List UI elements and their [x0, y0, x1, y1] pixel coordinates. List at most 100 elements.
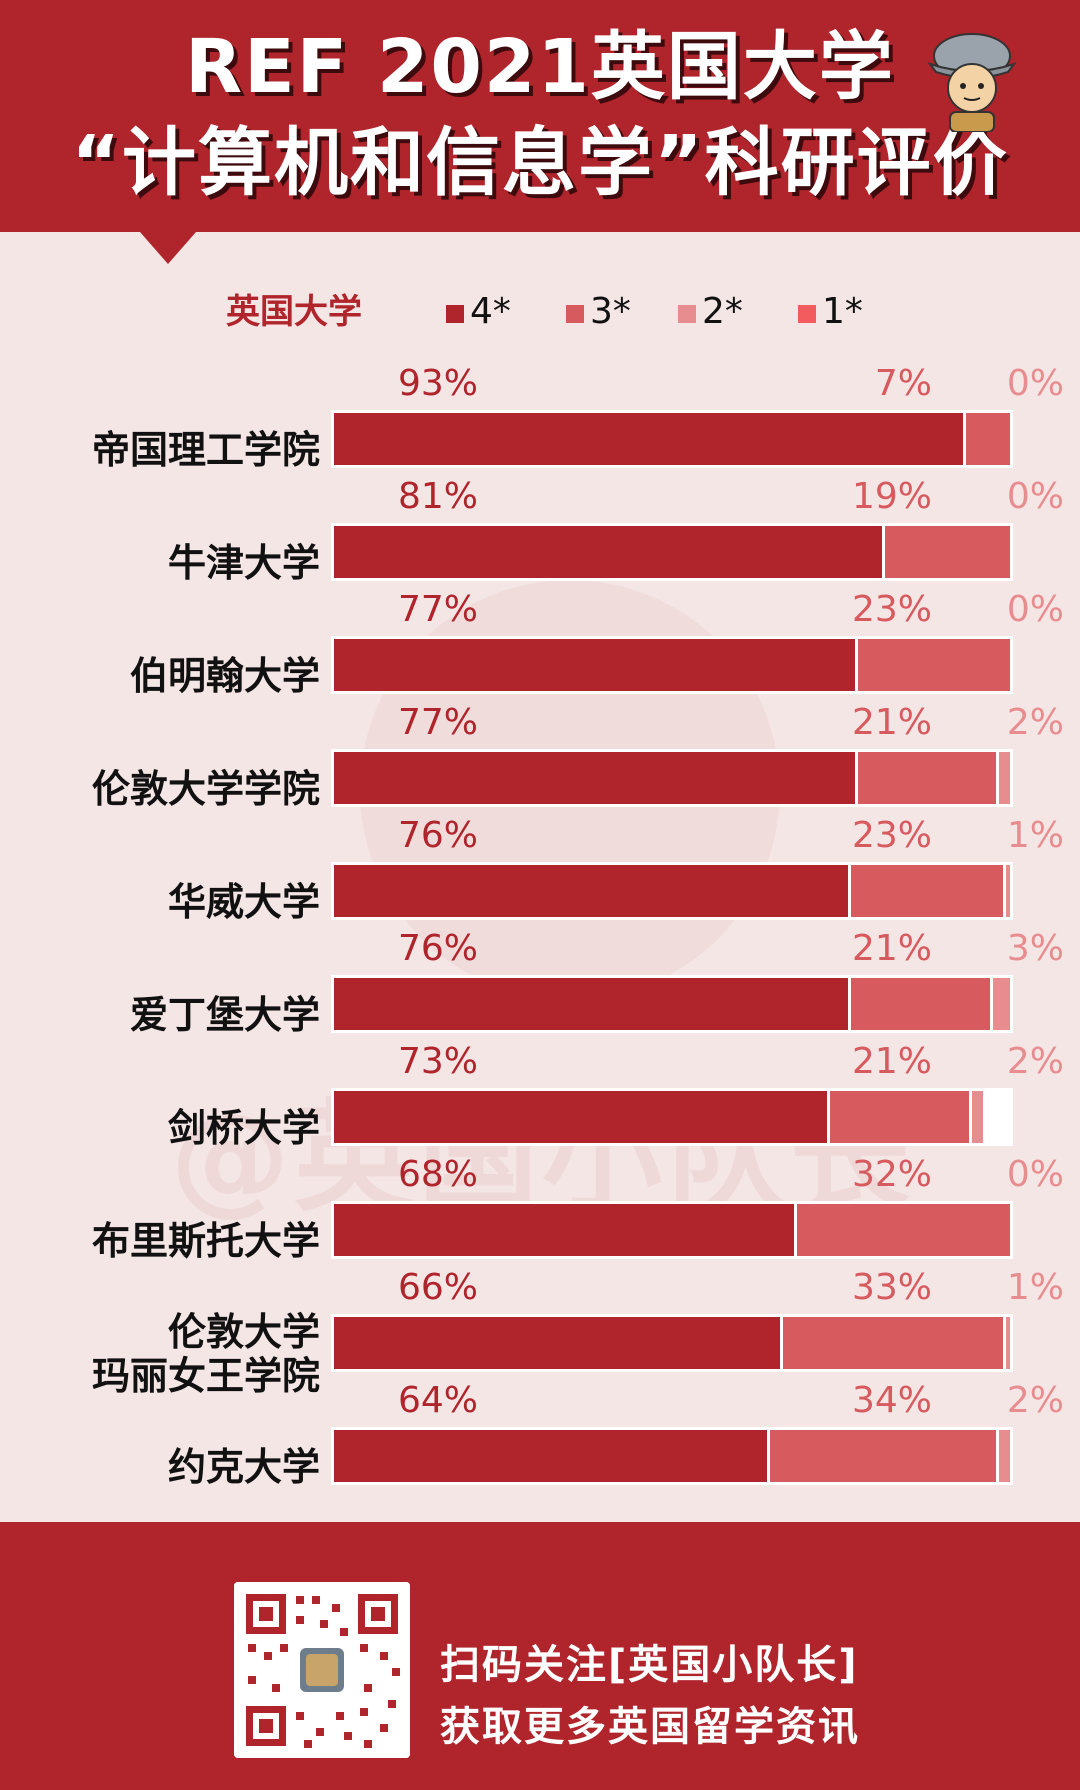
bar-segment-4star: [334, 1091, 828, 1143]
bar-segment-3star: [827, 1091, 970, 1143]
data-label-2star: 0%: [1006, 476, 1064, 517]
bar-segment-3star: [854, 752, 997, 804]
bar-segment-4star: [334, 639, 855, 691]
category-label: 伯明翰大学: [129, 654, 320, 698]
bar-track: [331, 975, 1013, 1033]
chart-row: 爱丁堡大学 76% 21% 3%: [0, 929, 1080, 1048]
bar-segment-2star: [996, 752, 1010, 804]
data-label-3star: 7%: [874, 363, 932, 404]
data-label-4star: 76%: [398, 815, 479, 856]
data-label-2star: 2%: [1006, 702, 1064, 743]
data-label-2star: 2%: [1006, 1380, 1064, 1421]
legend-swatch-3star: [566, 305, 584, 323]
category-label: 爱丁堡大学: [129, 993, 320, 1037]
chart-row: 伯明翰大学 77% 23% 0%: [0, 590, 1080, 709]
bar-segment-2star: [1003, 1317, 1010, 1369]
chart-legend: 英国大学 4* 3* 2* 1*: [0, 288, 1080, 338]
data-label-3star: 32%: [851, 1154, 932, 1195]
bar-segment-2star: [1003, 865, 1010, 917]
chart-row: 华威大学 76% 23% 1%: [0, 816, 1080, 935]
data-label-3star: 19%: [851, 476, 932, 517]
data-label-2star: 1%: [1006, 1267, 1064, 1308]
page-title-line-2: “计算机和信息学”科研评价: [71, 120, 1009, 206]
category-label: 剑桥大学: [167, 1106, 320, 1150]
data-label-3star: 23%: [851, 815, 932, 856]
data-label-4star: 76%: [398, 928, 479, 969]
data-label-3star: 34%: [851, 1380, 932, 1421]
bar-segment-4star: [334, 1317, 781, 1369]
chart-row: 帝国理工学院 93% 7% 0%: [0, 364, 1080, 483]
bar-segment-4star: [334, 1204, 794, 1256]
bar-segment-3star: [854, 639, 1010, 691]
bar-segment-2star: [969, 1091, 983, 1143]
legend-swatch-1star: [798, 305, 816, 323]
legend-swatch-2star: [678, 305, 696, 323]
data-label-2star: 0%: [1006, 589, 1064, 630]
bar-segment-4star: [334, 1430, 767, 1482]
data-label-2star: 3%: [1006, 928, 1064, 969]
bar-track: [331, 1314, 1013, 1372]
chart-row: 剑桥大学 73% 21% 2%: [0, 1042, 1080, 1161]
data-label-4star: 93%: [398, 363, 479, 404]
data-label-3star: 33%: [851, 1267, 932, 1308]
data-label-2star: 0%: [1006, 1154, 1064, 1195]
category-label: 华威大学: [167, 880, 320, 924]
qr-code-icon[interactable]: [234, 1582, 410, 1758]
stacked-bar-chart: 帝国理工学院 93% 7% 0% 牛津大学 81% 19% 0% 伯明翰大学 77% 23% 0% 伦敦…: [0, 364, 1080, 1490]
category-label: 布里斯托大学: [91, 1219, 320, 1263]
bar-track: [331, 1088, 1013, 1146]
data-label-3star: 23%: [851, 589, 932, 630]
bar-segment-3star: [847, 978, 990, 1030]
legend-label-1star: 1*: [822, 291, 863, 332]
category-label: 伦敦大学学院: [91, 767, 320, 811]
data-label-3star: 21%: [851, 702, 932, 743]
bar-segment-4star: [334, 526, 882, 578]
chart-row: 约克大学 64% 34% 2%: [0, 1381, 1080, 1500]
data-label-2star: 1%: [1006, 815, 1064, 856]
chart-row: 伦敦大学学院 77% 21% 2%: [0, 703, 1080, 822]
chart-row: 牛津大学 81% 19% 0%: [0, 477, 1080, 596]
chart-row: 布里斯托大学 68% 32% 0%: [0, 1155, 1080, 1274]
data-label-3star: 21%: [851, 1041, 932, 1082]
data-label-4star: 66%: [398, 1267, 479, 1308]
bar-segment-3star: [793, 1204, 1010, 1256]
bar-segment-3star: [847, 865, 1004, 917]
legend-label-2star: 2*: [702, 291, 743, 332]
category-label: 牛津大学: [167, 541, 320, 585]
category-label: 约克大学: [167, 1445, 320, 1489]
footer-banner: 扫码关注[英国小队长] 获取更多英国留学资讯: [0, 1522, 1080, 1790]
bar-segment-2star: [989, 978, 1010, 1030]
chart-row: 伦敦大学 玛丽女王学院 66% 33% 1%: [0, 1268, 1080, 1399]
bar-track: [331, 636, 1013, 694]
bar-segment-4star: [334, 865, 848, 917]
detective-mascot-icon: [927, 33, 1017, 132]
data-label-3star: 21%: [851, 928, 932, 969]
footer-follow-text: 扫码关注[英国小队长]: [440, 1642, 859, 1688]
bar-segment-2star: [996, 1430, 1010, 1482]
category-label: 伦敦大学 玛丽女王学院: [91, 1310, 320, 1398]
data-label-2star: 2%: [1006, 1041, 1064, 1082]
bar-track: [331, 749, 1013, 807]
data-label-2star: 0%: [1006, 363, 1064, 404]
data-label-4star: 64%: [398, 1380, 479, 1421]
legend-label-4star: 4*: [470, 291, 511, 332]
bar-track: [331, 862, 1013, 920]
legend-label-3star: 3*: [590, 291, 631, 332]
bar-segment-4star: [334, 413, 963, 465]
footer-info-text: 获取更多英国留学资讯: [440, 1704, 860, 1750]
bar-track: [331, 523, 1013, 581]
data-label-4star: 81%: [398, 476, 479, 517]
page-title-line-1: REF 2021英国大学: [185, 24, 895, 110]
category-label: 帝国理工学院: [91, 428, 320, 472]
bar-track: [331, 1427, 1013, 1485]
bar-track: [331, 410, 1013, 468]
data-label-4star: 73%: [398, 1041, 479, 1082]
data-label-4star: 77%: [398, 589, 479, 630]
legend-title: 英国大学: [226, 292, 362, 332]
legend-swatch-4star: [446, 305, 464, 323]
bar-segment-3star: [780, 1317, 1004, 1369]
bar-track: [331, 1201, 1013, 1259]
bar-segment-4star: [334, 752, 855, 804]
bar-segment-3star: [881, 526, 1010, 578]
bar-segment-3star: [766, 1430, 997, 1482]
